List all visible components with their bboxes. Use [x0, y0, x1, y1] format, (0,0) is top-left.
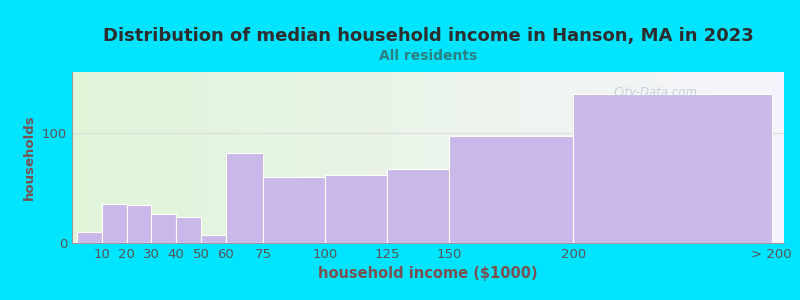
Bar: [201, 235, 226, 243]
Text: All residents: All residents: [379, 49, 477, 63]
Bar: [176, 217, 201, 243]
Title: Distribution of median household income in Hanson, MA in 2023: Distribution of median household income …: [102, 27, 754, 45]
Bar: [573, 94, 771, 243]
Text: City-Data.com: City-Data.com: [613, 86, 698, 99]
X-axis label: household income ($1000): household income ($1000): [318, 266, 538, 281]
Y-axis label: households: households: [23, 115, 36, 200]
Bar: [151, 214, 176, 243]
Bar: [77, 232, 102, 243]
Bar: [226, 152, 263, 243]
Bar: [387, 169, 449, 243]
Bar: [126, 206, 151, 243]
Bar: [449, 136, 573, 243]
Bar: [263, 177, 325, 243]
Bar: [325, 175, 387, 243]
Bar: [102, 204, 126, 243]
